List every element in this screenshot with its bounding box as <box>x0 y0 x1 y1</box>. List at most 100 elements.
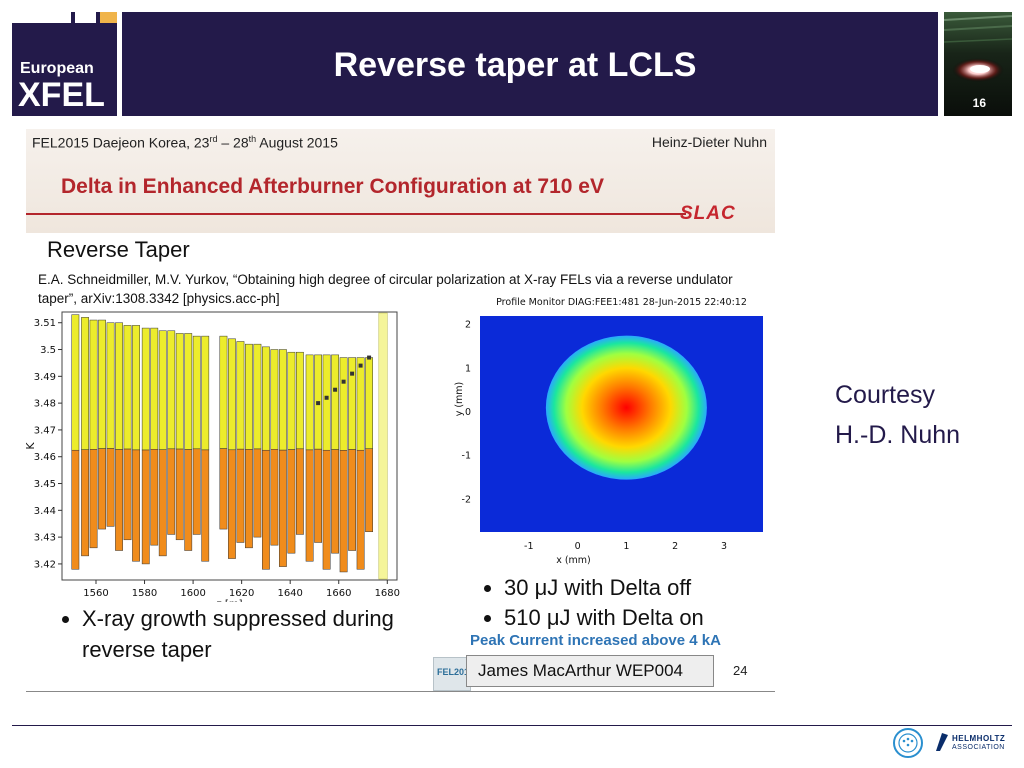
k-segment-upper <box>253 343 262 450</box>
k-segment-upper <box>245 343 253 450</box>
courtesy-note: Courtesy H.-D. Nuhn <box>835 375 960 455</box>
k-segment-upper <box>305 354 314 451</box>
k-segment-upper <box>262 346 270 451</box>
k-segment-upper <box>106 322 115 449</box>
k-segment-lower <box>331 449 339 554</box>
footer-rule <box>12 725 1012 726</box>
y-tick-label: -1 <box>462 451 471 462</box>
k-segment-upper <box>287 351 296 450</box>
y-tick-label: 3.48 <box>34 399 56 410</box>
k-segment-lower <box>89 449 98 549</box>
left-bullet-list: X-ray growth suppressed during reverse t… <box>56 603 412 665</box>
slac-logo: SLAC <box>680 203 736 224</box>
y-tick-label: 0 <box>465 407 471 418</box>
k-segment-upper <box>348 357 356 450</box>
delta-marker <box>367 355 372 360</box>
k-segment-lower <box>365 448 373 533</box>
delta-marker <box>350 371 355 376</box>
x-tick-label: 1600 <box>180 588 205 599</box>
k-segment-upper <box>201 335 210 451</box>
k-segment-upper <box>123 325 132 450</box>
bullet-item: X-ray growth suppressed during reverse t… <box>82 603 412 665</box>
k-segment-upper <box>175 333 184 450</box>
x-tick-label: 2 <box>672 541 678 552</box>
k-plot-area <box>61 311 398 581</box>
y-tick-label: 3.51 <box>34 318 56 329</box>
profile-title: Profile Monitor DIAG:FEE1:481 28-Jun-201… <box>496 297 747 308</box>
helmholtz-association: ASSOCIATION <box>952 744 1005 751</box>
y-tick-label: 3.43 <box>34 533 56 544</box>
slide-header-band <box>26 129 775 233</box>
delta-marker <box>316 401 321 406</box>
k-segment-lower <box>245 449 253 549</box>
slide-heading: Delta in Enhanced Afterburner Configurat… <box>61 175 604 198</box>
x-axis-label: z [m] <box>217 599 243 602</box>
k-segment-upper <box>219 335 228 449</box>
k-segment-lower <box>123 448 132 541</box>
y-tick-label: -2 <box>462 494 471 505</box>
k-segment-upper <box>167 330 176 450</box>
helmholtz-logo-mark <box>936 733 948 751</box>
logo-square <box>75 12 96 23</box>
y-tick-label: 3.44 <box>34 506 56 517</box>
conference-line: FEL2015 Daejeon Korea, 23rd – 28th Augus… <box>32 134 338 151</box>
k-segment-upper <box>365 357 373 449</box>
k-segment-upper <box>228 338 236 451</box>
k-segment-lower <box>348 449 356 551</box>
logo-square <box>100 12 117 23</box>
k-segment-lower <box>71 449 80 570</box>
k-segment-lower <box>158 449 167 557</box>
x-tick-label: 1580 <box>132 588 157 599</box>
k-segment-lower <box>132 449 140 562</box>
slide-bottom-rule <box>26 691 775 692</box>
k-segment-upper <box>331 354 339 450</box>
k-segment-lower <box>296 448 304 535</box>
k-segment-upper <box>270 349 279 450</box>
desy-logo-mark <box>898 733 918 753</box>
k-segment-upper <box>236 341 245 450</box>
y-tick-label: 1 <box>465 363 471 374</box>
x-tick-label: 1660 <box>326 588 351 599</box>
k-segment-lower <box>270 449 279 546</box>
y-tick-label: 3.46 <box>34 452 56 463</box>
k-segment-lower <box>314 448 322 543</box>
k-vs-z-chart: 1560 1580 1600 1620 1640 1660 1680 3.42 3.43 3.44… <box>26 311 400 602</box>
k-segment-lower <box>81 449 89 557</box>
k-segment-upper <box>150 327 159 450</box>
x-tick-label: 1640 <box>277 588 302 599</box>
k-segment-upper <box>158 330 167 450</box>
page-number: 16 <box>972 96 986 110</box>
k-segment-upper <box>81 317 89 450</box>
k-segment-upper <box>98 319 106 449</box>
k-segment-lower <box>175 448 184 541</box>
k-segment-lower <box>115 449 123 551</box>
peak-current-note: Peak Current increased above 4 kA <box>470 632 721 649</box>
x-tick-label: 3 <box>721 541 727 552</box>
k-segment-upper <box>89 319 98 450</box>
section-title: Reverse Taper <box>47 237 190 262</box>
desy-logo <box>893 728 923 758</box>
y-tick-label: 3.45 <box>34 479 56 490</box>
y-tick-label: 2 <box>465 320 471 331</box>
k-segment-lower <box>98 448 106 530</box>
helmholtz-name: HELMHOLTZ <box>952 734 1006 743</box>
header-photo-image <box>944 12 1012 116</box>
delta-marker <box>358 363 363 368</box>
k-segment-lower <box>228 449 236 559</box>
delta-marker <box>341 379 346 384</box>
courtesy-line1: Courtesy <box>835 381 936 409</box>
k-segment-upper <box>356 357 365 451</box>
profile-monitor-chart: Profile Monitor DIAG:FEE1:481 28-Jun-201… <box>454 297 763 566</box>
talk-reference-text: James MacArthur WEP004 <box>478 661 684 680</box>
y-tick-label: 3.42 <box>34 559 56 570</box>
k-segment-upper <box>141 327 150 451</box>
k-segment-lower <box>322 449 331 570</box>
k-segment-lower <box>356 449 365 570</box>
european-xfel-logo: European XFEL <box>12 12 117 116</box>
k-axes: 1560 1580 1600 1620 1640 1660 1680 3.42 3.43 3.44… <box>26 318 400 602</box>
x-tick-label: 1560 <box>83 588 108 599</box>
y-axis-label: K <box>26 442 37 450</box>
k-segment-upper <box>296 351 304 450</box>
k-segment-upper <box>339 357 348 451</box>
logo-square <box>12 12 71 23</box>
